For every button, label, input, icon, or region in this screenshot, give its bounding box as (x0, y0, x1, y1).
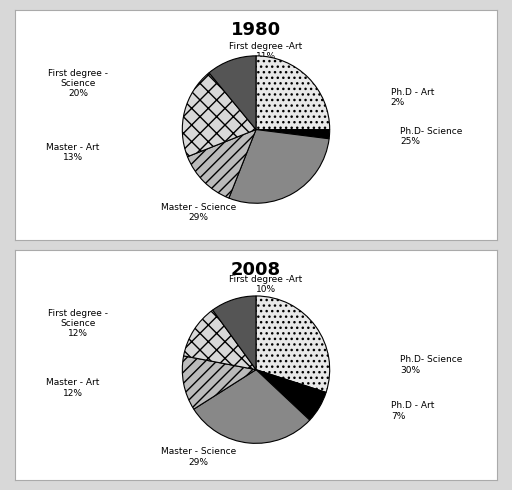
Text: First degree -
Science
20%: First degree - Science 20% (48, 69, 108, 98)
Wedge shape (184, 310, 256, 369)
Wedge shape (182, 356, 256, 409)
Wedge shape (212, 296, 256, 369)
Wedge shape (256, 296, 330, 392)
Text: Master - Art
13%: Master - Art 13% (47, 143, 100, 162)
Text: 1980: 1980 (231, 21, 281, 39)
Wedge shape (256, 129, 330, 139)
Wedge shape (209, 56, 256, 129)
Wedge shape (187, 129, 256, 198)
Wedge shape (229, 129, 329, 203)
Text: Master - Science
29%: Master - Science 29% (161, 203, 236, 222)
Wedge shape (256, 369, 326, 420)
Text: Ph.D - Art
2%: Ph.D - Art 2% (391, 88, 434, 107)
Text: Master - Science
29%: Master - Science 29% (161, 447, 236, 467)
Wedge shape (182, 73, 256, 157)
Text: Master - Art
12%: Master - Art 12% (47, 378, 100, 398)
Wedge shape (256, 56, 330, 129)
Text: First degree -Art
11%: First degree -Art 11% (229, 42, 302, 61)
Text: First degree -Art
10%: First degree -Art 10% (229, 275, 302, 294)
Text: First degree -
Science
12%: First degree - Science 12% (48, 309, 108, 339)
Text: Ph.D- Science
30%: Ph.D- Science 30% (400, 355, 463, 375)
Text: 2008: 2008 (231, 262, 281, 279)
Wedge shape (194, 369, 310, 443)
Text: Ph.D- Science
25%: Ph.D- Science 25% (400, 127, 463, 146)
Text: Ph.D - Art
7%: Ph.D - Art 7% (391, 401, 434, 421)
